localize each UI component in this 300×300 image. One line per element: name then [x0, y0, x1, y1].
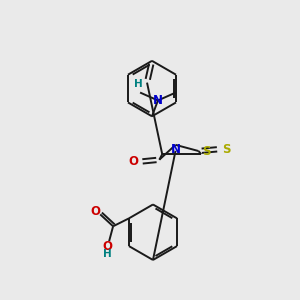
- Text: H: H: [134, 79, 142, 88]
- Text: H: H: [103, 249, 112, 259]
- Text: S: S: [202, 145, 210, 158]
- Text: N: N: [170, 143, 181, 156]
- Text: O: O: [102, 240, 112, 253]
- Text: O: O: [90, 205, 100, 218]
- Text: S: S: [222, 142, 230, 155]
- Text: O: O: [129, 155, 139, 168]
- Text: N: N: [153, 94, 163, 107]
